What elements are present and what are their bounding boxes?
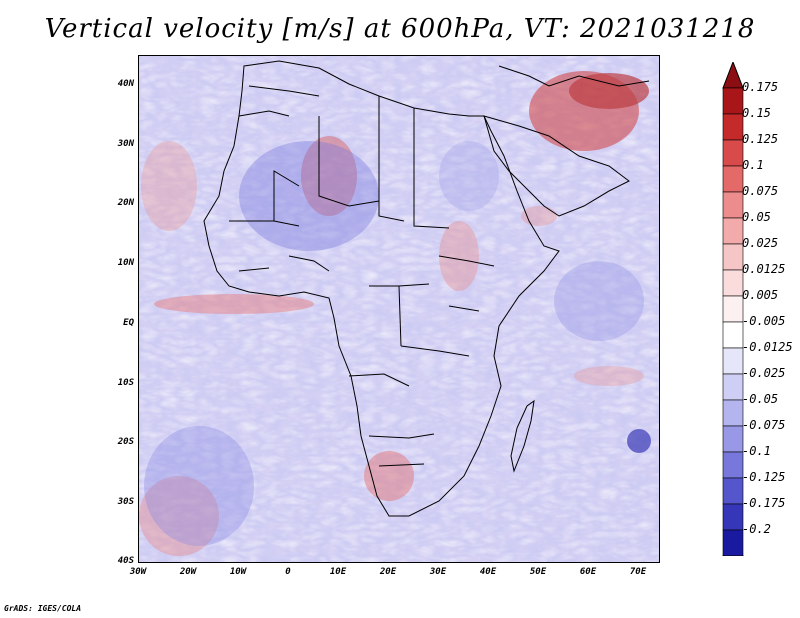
colorbar-swatch bbox=[722, 451, 744, 479]
colorbar-swatch bbox=[722, 243, 744, 271]
colorbar-label: 0.005 bbox=[742, 288, 779, 302]
colorbar-swatch bbox=[722, 529, 744, 557]
lon-label: 10W bbox=[229, 567, 247, 577]
colorbar-label: -0.2 bbox=[742, 522, 771, 536]
colorbar-label: 0.1 bbox=[742, 158, 764, 172]
lat-label: 40S bbox=[117, 556, 134, 566]
colorbar-swatch bbox=[722, 139, 744, 167]
colorbar-swatch bbox=[722, 269, 744, 297]
colorbar-label: -0.025 bbox=[742, 366, 786, 380]
colorbar-swatch bbox=[722, 191, 744, 219]
colorbar-swatch bbox=[722, 165, 744, 193]
colorbar-swatches bbox=[722, 60, 744, 584]
velocity-field-map bbox=[139, 56, 659, 562]
grads-credit: GrADS: IGES/COLA bbox=[4, 604, 82, 613]
colorbar-arrow-top bbox=[722, 60, 744, 89]
lat-label: EQ bbox=[123, 318, 134, 328]
colorbar-swatch bbox=[722, 295, 744, 323]
colorbar-swatch bbox=[722, 113, 744, 141]
lat-label: 20S bbox=[117, 437, 134, 447]
colorbar-swatch bbox=[722, 503, 744, 531]
colorbar-label: -0.1 bbox=[742, 444, 771, 458]
colorbar-label: -0.0125 bbox=[742, 340, 793, 354]
colorbar-swatch bbox=[722, 373, 744, 401]
lon-label: 30W bbox=[129, 567, 147, 577]
colorbar-label: -0.075 bbox=[742, 418, 786, 432]
colorbar-swatch bbox=[722, 87, 744, 115]
lon-label: 70E bbox=[629, 567, 647, 577]
lon-label: 10E bbox=[329, 567, 347, 577]
lon-label: 20W bbox=[179, 567, 197, 577]
lon-label: 40E bbox=[479, 567, 497, 577]
lat-label: 10N bbox=[117, 258, 134, 268]
upward-motion-regions bbox=[139, 71, 649, 556]
downward-motion-regions bbox=[144, 141, 651, 546]
colorbar-swatch bbox=[722, 477, 744, 505]
colorbar-label: 0.0125 bbox=[742, 262, 786, 276]
lat-label: 40N bbox=[117, 79, 134, 89]
colorbar-label: 0.05 bbox=[742, 210, 771, 224]
colorbar-label: 0.025 bbox=[742, 236, 779, 250]
colorbar-label: -0.005 bbox=[742, 314, 786, 328]
colorbar-label: -0.05 bbox=[742, 392, 779, 406]
lat-label: 30N bbox=[117, 139, 134, 149]
lon-label: 0 bbox=[285, 567, 291, 577]
colorbar-label: 0.15 bbox=[742, 106, 771, 120]
colorbar-label: -0.125 bbox=[742, 470, 786, 484]
coastlines-borders bbox=[203, 60, 650, 517]
map-panel bbox=[138, 55, 660, 563]
colorbar bbox=[718, 60, 748, 584]
colorbar-swatch bbox=[722, 217, 744, 245]
colorbar-swatch bbox=[722, 347, 744, 375]
colorbar-swatch bbox=[722, 425, 744, 453]
lat-label: 10S bbox=[117, 378, 134, 388]
lat-label: 20N bbox=[117, 198, 134, 208]
colorbar-label: 0.125 bbox=[742, 132, 779, 146]
lon-label: 50E bbox=[529, 567, 547, 577]
lon-label: 60E bbox=[579, 567, 597, 577]
chart-title: Vertical velocity [m/s] at 600hPa, VT: 2… bbox=[44, 14, 756, 44]
lat-label: 30S bbox=[117, 497, 134, 507]
lon-label: 20E bbox=[379, 567, 397, 577]
colorbar-swatch bbox=[722, 399, 744, 427]
colorbar-label: 0.175 bbox=[742, 80, 779, 94]
colorbar-label: -0.175 bbox=[742, 496, 786, 510]
colorbar-label: 0.075 bbox=[742, 184, 779, 198]
colorbar-swatch bbox=[722, 321, 744, 349]
lon-label: 30E bbox=[429, 567, 447, 577]
